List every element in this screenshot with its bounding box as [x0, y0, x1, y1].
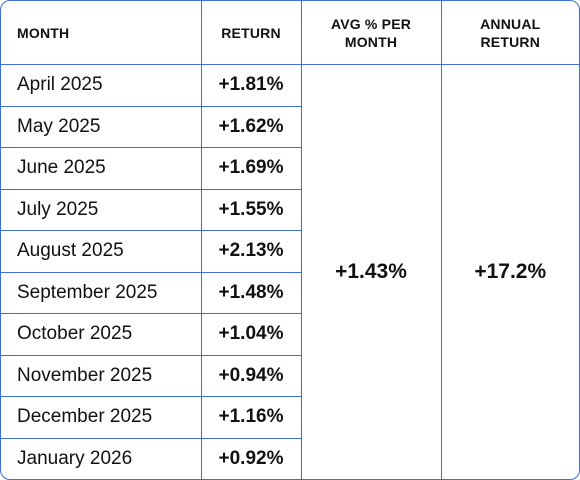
table-row: November 2025 +0.94% [1, 354, 579, 397]
table-row: April 2025 +1.81% +1.43% +17.2% [1, 64, 579, 479]
avg-per-month-value: +1.43% [300, 64, 442, 479]
return-cell: +0.94% [200, 354, 302, 397]
table-row: August 2025 +2.13% [1, 230, 579, 273]
header-avg-per-month: AVG % PER MONTH [300, 1, 442, 65]
month-cell: November 2025 [1, 354, 202, 397]
table-row: May 2025 +1.62% [1, 105, 579, 148]
return-cell: +1.55% [200, 188, 302, 231]
header-row: MONTH RETURN AVG % PER MONTH ANNUAL RETU… [1, 1, 579, 65]
header-avg-line2: MONTH [344, 33, 398, 50]
table-row: September 2025 +1.48% [1, 271, 579, 314]
return-cell: +1.04% [200, 313, 302, 356]
month-cell: May 2025 [1, 105, 202, 148]
return-cell: +0.92% [200, 437, 302, 479]
header-avg-line1: AVG % PER [330, 15, 412, 32]
table-row: October 2025 +1.04% [1, 313, 579, 356]
table-row: July 2025 +1.55% [1, 188, 579, 231]
month-cell: October 2025 [1, 313, 202, 356]
header-return: RETURN [200, 1, 302, 65]
header-annual-return: ANNUAL RETURN [440, 1, 579, 65]
return-cell: +1.81% [200, 64, 302, 107]
month-cell: September 2025 [1, 271, 202, 314]
return-cell: +1.69% [200, 147, 302, 190]
month-cell: January 2026 [1, 437, 202, 479]
header-annual-line2: RETURN [480, 33, 541, 50]
header-annual-line1: ANNUAL [480, 15, 541, 32]
month-cell: December 2025 [1, 396, 202, 439]
return-cell: +1.62% [200, 105, 302, 148]
annual-return-value: +17.2% [440, 64, 579, 479]
table-row: December 2025 +1.16% [1, 396, 579, 439]
return-cell: +1.16% [200, 396, 302, 439]
month-cell: June 2025 [1, 147, 202, 190]
return-cell: +2.13% [200, 230, 302, 273]
header-month: MONTH [1, 1, 202, 65]
month-cell: August 2025 [1, 230, 202, 273]
month-cell: July 2025 [1, 188, 202, 231]
table-row: January 2026 +0.92% [1, 437, 579, 479]
month-cell: April 2025 [1, 64, 202, 107]
return-cell: +1.48% [200, 271, 302, 314]
